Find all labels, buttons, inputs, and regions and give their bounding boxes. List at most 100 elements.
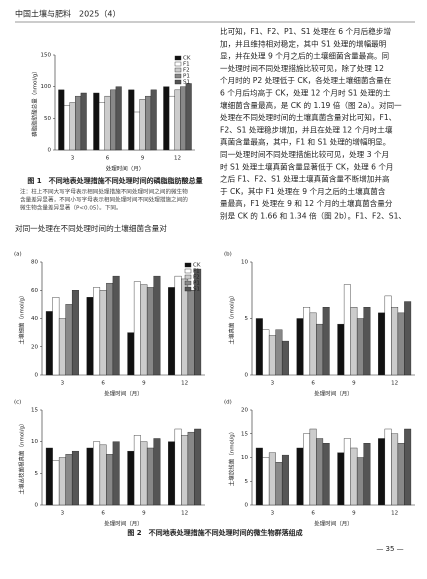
bar	[65, 454, 73, 506]
bar	[181, 435, 189, 506]
figure-note: 微生物含量差异显著（P<0.05）。下同。	[20, 204, 122, 212]
y-tick-label: 60	[31, 288, 38, 294]
body-text: 一处理时间不同处理措施比较可见，除了处理 12	[220, 63, 384, 73]
legend-label: F1	[183, 62, 190, 68]
y-tick-label: 10	[241, 260, 248, 266]
bar	[316, 323, 324, 376]
x-tick-label: 3	[61, 511, 65, 517]
legend-swatch	[174, 67, 182, 73]
y-tick-label: 40	[31, 316, 38, 322]
x-tick-label: 6	[311, 381, 315, 387]
page-number: — 35 —	[376, 545, 403, 553]
bar	[168, 95, 175, 151]
body-text: 于 CK，其中 F1 处理在 9 个月之后的土壤真菌含	[220, 186, 386, 196]
bar	[45, 311, 53, 376]
x-tick-label: 6	[311, 511, 315, 517]
bar	[153, 275, 161, 376]
x-tick-label: 12	[174, 156, 181, 162]
bar	[180, 86, 187, 151]
y-axis-title: 土壤细菌（nmol/g）	[18, 292, 26, 344]
bar	[185, 83, 192, 151]
bar	[296, 447, 304, 506]
legend-label: S1	[183, 80, 190, 86]
bar	[106, 454, 114, 506]
x-axis-title: 处理时间（月）	[314, 520, 353, 528]
bar	[275, 329, 283, 376]
y-axis-title: 土壤丛枝菌根真菌（nmol/g）	[18, 420, 26, 494]
body-text: 加，并且维持相对稳定，其中 S1 处理的增幅最明	[220, 38, 387, 48]
legend-swatch	[184, 274, 192, 280]
bar	[133, 111, 140, 151]
bar	[262, 329, 270, 376]
bar	[384, 428, 392, 506]
legend-label: F2	[193, 275, 200, 281]
bar	[378, 312, 386, 376]
bar	[350, 307, 358, 376]
y-tick-label: 0	[35, 373, 39, 379]
x-axis-title: 处理时间（月）	[104, 390, 143, 398]
bar	[397, 312, 405, 376]
x-tick-label: 9	[352, 511, 356, 517]
bar	[187, 431, 195, 506]
bar	[255, 318, 263, 376]
x-tick-label: 9	[141, 156, 145, 162]
x-tick-label: 6	[106, 156, 110, 162]
bar	[133, 435, 141, 506]
bar	[71, 290, 79, 376]
bar	[363, 307, 371, 376]
panel-label: (b)	[224, 252, 232, 258]
y-tick-label: 50	[44, 116, 51, 122]
y-axis-title: 磷脂脂肪酸总量（nmol/g）	[31, 68, 39, 137]
body-text: 个月时的 P2 处理低于 CK，各处理土壤细菌含量在	[220, 75, 392, 85]
bar	[146, 447, 154, 506]
bar	[384, 295, 392, 376]
y-tick-label: 100	[41, 84, 52, 90]
bar	[268, 335, 276, 376]
bar	[128, 89, 135, 151]
bar	[363, 443, 371, 506]
bar	[391, 433, 399, 506]
legend-swatch	[174, 73, 182, 79]
bar	[296, 318, 304, 376]
bar	[404, 301, 412, 376]
legend-label: F2	[183, 68, 190, 74]
legend-swatch	[184, 262, 192, 268]
bar	[106, 282, 114, 376]
bar	[268, 452, 276, 506]
y-tick-label: 10	[241, 455, 248, 461]
bar	[174, 89, 181, 151]
body-text: F2、S1 处理稳步增加，并且在处理 12 个月时土壤	[220, 124, 393, 134]
y-tick-label: 20	[31, 344, 38, 350]
figure-note: 含量差异显著，不同小写字母表示相同处理时间不同处理措施之间的	[20, 196, 188, 204]
bar	[63, 105, 70, 151]
bar	[275, 462, 283, 506]
legend-swatch	[184, 268, 192, 274]
x-tick-label: 12	[181, 381, 188, 387]
bar	[337, 323, 345, 376]
body-text: 时 S1 处理土壤真菌含量显著低于 CK，处理 6 个月	[220, 161, 394, 171]
legend-swatch	[174, 79, 182, 85]
bar	[350, 447, 358, 506]
bar	[112, 441, 120, 506]
legend-label: P1	[183, 74, 190, 80]
bar	[45, 447, 53, 506]
bar	[112, 275, 120, 376]
bar	[343, 284, 351, 376]
y-tick-label: 150	[41, 53, 52, 59]
bar	[71, 450, 79, 506]
y-tick-label: 0	[245, 503, 249, 509]
bar	[115, 86, 122, 151]
bar	[150, 89, 157, 151]
bar	[140, 441, 148, 506]
bar	[127, 332, 135, 376]
bar	[65, 304, 73, 376]
bar	[80, 92, 87, 151]
bar	[133, 281, 141, 376]
running-header: 中国土壤与肥料 2025（4）	[15, 9, 120, 19]
body-text: 壤细菌含量最高，是 CK 的 1.19 倍（图 2a）。对同一	[220, 100, 402, 110]
legend-label: P1	[193, 281, 200, 287]
body-text: 量最高，F1 处理在 9 和 12 个月的土壤真菌含量分	[220, 198, 393, 208]
bar	[397, 443, 405, 506]
x-tick-label: 9	[142, 511, 146, 517]
